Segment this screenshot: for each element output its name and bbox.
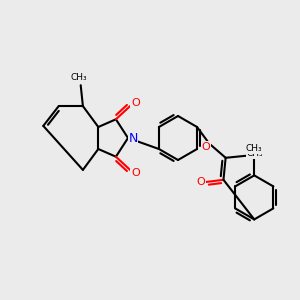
Text: N: N [128, 131, 138, 145]
Text: CH₃: CH₃ [70, 73, 87, 82]
Text: O: O [202, 142, 211, 152]
Text: O: O [131, 168, 140, 178]
Text: O: O [131, 98, 140, 108]
Text: CH₃: CH₃ [246, 149, 263, 158]
Text: CH₃: CH₃ [246, 144, 262, 153]
Text: O: O [196, 177, 205, 187]
